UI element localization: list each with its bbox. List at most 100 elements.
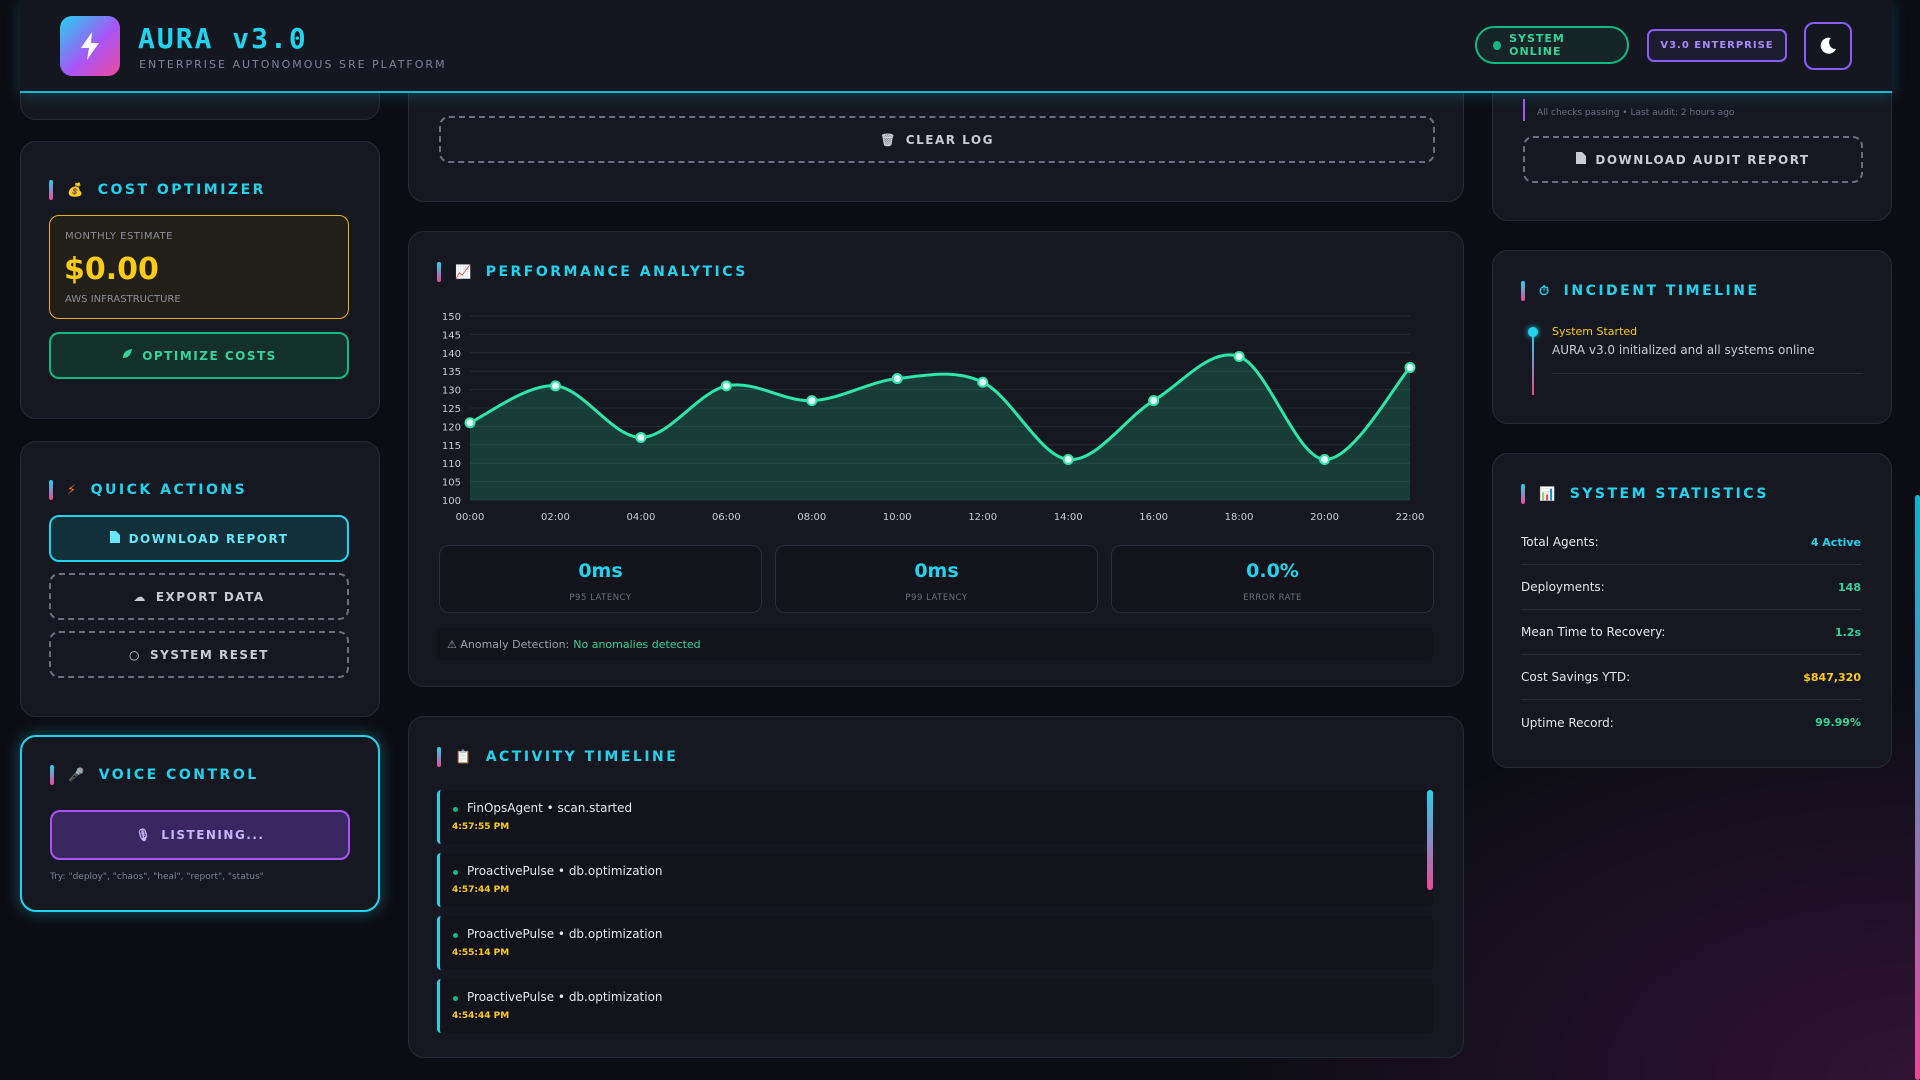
- reset-icon: ○: [129, 647, 142, 662]
- page-scrollbar-thumb[interactable]: [1915, 495, 1920, 1080]
- x-tick-label: 18:00: [1225, 512, 1254, 523]
- quick-actions-title: ⚡ QUICK ACTIONS: [49, 480, 247, 500]
- metric-error-rate: 0.0% ERROR RATE: [1111, 545, 1434, 613]
- activity-text: ProactivePulse • db.optimization: [467, 990, 663, 1004]
- money-bag-icon: 💰: [67, 182, 86, 198]
- activity-item: ProactivePulse • db.optimization 4:57:44…: [437, 853, 1433, 907]
- clock-icon: ⏱: [1539, 283, 1552, 299]
- monthly-estimate-label: MONTHLY ESTIMATE: [65, 231, 173, 242]
- metric-p95-label: P95 LATENCY: [569, 593, 632, 603]
- metric-error-rate-label: ERROR RATE: [1243, 593, 1302, 603]
- activity-timeline-card: 📋 ACTIVITY TIMELINE FinOpsAgent • scan.s…: [408, 716, 1464, 1058]
- y-tick-label: 110: [442, 459, 461, 470]
- stat-row-uptime: Uptime Record: 99.99%: [1521, 715, 1861, 730]
- timeline-dot: [1528, 327, 1538, 337]
- x-tick-label: 08:00: [797, 512, 826, 523]
- activity-time: 4:57:55 PM: [452, 822, 510, 832]
- chart-data-point: [1062, 454, 1074, 466]
- document-icon: [109, 531, 120, 546]
- x-tick-label: 00:00: [456, 512, 485, 523]
- stat-row-deployments: Deployments: 148: [1521, 565, 1861, 610]
- metric-error-rate-value: 0.0%: [1246, 560, 1299, 582]
- chart-data-point: [891, 373, 903, 385]
- activity-item: ProactivePulse • db.optimization 4:55:14…: [437, 916, 1433, 970]
- system-statistics-title: 📊 SYSTEM STATISTICS: [1521, 484, 1769, 504]
- chart-area-fill: [470, 354, 1410, 500]
- incident-event-title: System Started: [1552, 325, 1638, 338]
- infra-label: AWS INFRASTRUCTURE: [65, 294, 181, 305]
- activity-item: FinOpsAgent • scan.started 4:57:55 PM: [437, 790, 1433, 844]
- x-tick-label: 16:00: [1139, 512, 1168, 523]
- clear-log-button[interactable]: 🗑 CLEAR LOG: [439, 116, 1435, 163]
- leaf-icon: [121, 348, 133, 363]
- voice-hint-text: Try: "deploy", "chaos", "heal", "report"…: [50, 872, 264, 882]
- activity-timeline-title: 📋 ACTIVITY TIMELINE: [437, 747, 678, 767]
- trash-icon: 🗑: [880, 132, 897, 147]
- activity-scrollbar[interactable]: [1427, 790, 1433, 890]
- y-tick-label: 100: [442, 496, 461, 507]
- app-title: AURA v3.0: [138, 22, 308, 55]
- cost-optimizer-title: 💰 COST OPTIMIZER: [49, 180, 266, 200]
- activity-text: FinOpsAgent • scan.started: [467, 801, 633, 815]
- app-header: AURA v3.0 ENTERPRISE AUTONOMOUS SRE PLAT…: [20, 0, 1892, 93]
- optimize-costs-button[interactable]: OPTIMIZE COSTS: [49, 332, 349, 379]
- activity-time: 4:57:44 PM: [452, 885, 510, 895]
- lightning-icon: [81, 32, 99, 60]
- audit-status: All checks passing • Last audit: 2 hours…: [1523, 99, 1734, 121]
- x-tick-label: 10:00: [883, 512, 912, 523]
- chart-data-point: [806, 395, 818, 407]
- metric-p99-value: 0ms: [914, 560, 959, 582]
- status-dot: [1493, 40, 1502, 50]
- system-status-badge: SYSTEM ONLINE: [1475, 26, 1629, 64]
- chart-data-point: [635, 431, 647, 443]
- chart-data-point: [1148, 395, 1160, 407]
- monthly-estimate-value: $0.00: [64, 252, 159, 287]
- x-tick-label: 02:00: [541, 512, 570, 523]
- chart-data-point: [549, 380, 561, 392]
- download-report-button[interactable]: DOWNLOAD REPORT: [49, 515, 349, 562]
- y-tick-label: 140: [442, 349, 461, 360]
- incident-timeline-title: ⏱ INCIDENT TIMELINE: [1521, 281, 1760, 301]
- app-subtitle: ENTERPRISE AUTONOMOUS SRE PLATFORM: [139, 58, 447, 71]
- performance-chart: 100 105 110 115 120 125 130 135 140 145 150 00:00 02…: [442, 312, 1425, 523]
- system-statistics-card: 📊 SYSTEM STATISTICS Total Agents: 4 Acti…: [1492, 453, 1892, 768]
- chart-data-point: [1233, 350, 1245, 362]
- metric-p95-value: 0ms: [578, 560, 623, 582]
- y-tick-label: 135: [442, 367, 461, 378]
- download-audit-report-button[interactable]: DOWNLOAD AUDIT REPORT: [1523, 136, 1863, 183]
- y-tick-label: 120: [442, 422, 461, 433]
- y-tick-label: 145: [442, 330, 461, 341]
- y-tick-label: 125: [442, 404, 461, 415]
- stat-row-cost-savings: Cost Savings YTD: $847,320: [1521, 655, 1861, 700]
- lightning-icon: ⚡: [67, 482, 79, 498]
- chart-data-point: [1404, 362, 1416, 374]
- voice-control-title: 🎤 VOICE CONTROL: [50, 765, 259, 785]
- voice-control-card: 🎤 VOICE CONTROL 🎙 LISTENING... Try: "dep…: [20, 735, 380, 912]
- anomaly-detection: ⚠ Anomaly Detection: No anomalies detect…: [437, 628, 1433, 660]
- metric-p99: 0ms P99 LATENCY: [775, 545, 1098, 613]
- export-data-button[interactable]: ☁ EXPORT DATA: [49, 573, 349, 620]
- x-tick-label: 06:00: [712, 512, 741, 523]
- chart-data-point: [464, 417, 476, 429]
- voice-listening-button[interactable]: 🎙 LISTENING...: [50, 810, 350, 860]
- y-tick-label: 115: [442, 441, 461, 452]
- x-tick-label: 22:00: [1396, 512, 1425, 523]
- monthly-estimate-box: MONTHLY ESTIMATE $0.00 AWS INFRASTRUCTUR…: [49, 215, 349, 319]
- activity-time: 4:54:44 PM: [452, 1011, 510, 1021]
- app-logo: [60, 16, 120, 76]
- cost-optimizer-card: 💰 COST OPTIMIZER MONTHLY ESTIMATE $0.00 …: [20, 141, 380, 419]
- activity-text: ProactivePulse • db.optimization: [467, 927, 663, 941]
- chart-data-point: [977, 376, 989, 388]
- stat-row-agents: Total Agents: 4 Active: [1521, 520, 1861, 565]
- x-tick-label: 12:00: [968, 512, 997, 523]
- chart-data-point: [720, 380, 732, 392]
- incident-timeline-card: ⏱ INCIDENT TIMELINE System Started AURA …: [1492, 250, 1892, 424]
- metric-p99-label: P99 LATENCY: [905, 593, 968, 603]
- y-tick-label: 130: [442, 386, 461, 397]
- anomaly-label: ⚠ Anomaly Detection:: [447, 637, 570, 651]
- theme-toggle-button[interactable]: [1804, 22, 1852, 70]
- x-tick-label: 14:00: [1054, 512, 1083, 523]
- system-reset-button[interactable]: ○ SYSTEM RESET: [49, 631, 349, 678]
- x-tick-label: 04:00: [626, 512, 655, 523]
- activity-time: 4:55:14 PM: [452, 948, 510, 958]
